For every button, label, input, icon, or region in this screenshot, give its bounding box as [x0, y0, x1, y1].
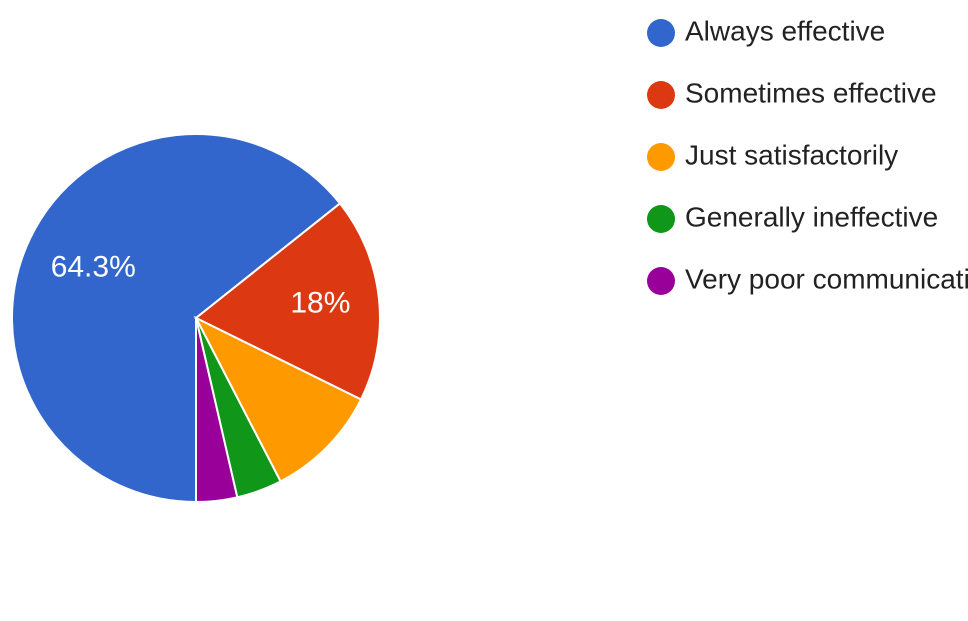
data-label-always-effective: 64.3%: [51, 250, 136, 283]
legend-label-very-poor-communication: Very poor communication: [685, 263, 968, 294]
pie-slices: [11, 133, 381, 504]
pie-slice-sometimes-effective: [194, 202, 381, 401]
legend-label-sometimes-effective: Sometimes effective: [685, 77, 937, 108]
legend-label-generally-ineffective: Generally ineffective: [685, 201, 938, 232]
pie-slice-just-satisfactorily: [193, 315, 363, 483]
pie-slice-very-poor-communication: [195, 317, 239, 504]
chart-legend: Always effective Sometimes effective Just …: [647, 15, 968, 295]
legend-label-always-effective: Always effective: [685, 15, 885, 46]
legend-marker-always-effective: [647, 19, 675, 47]
pie-data-labels: 64.3% 18%: [51, 250, 351, 319]
legend-label-just-satisfactorily: Just satisfactorily: [685, 139, 898, 170]
legend-marker-sometimes-effective: [647, 81, 675, 109]
legend-marker-very-poor-communication: [647, 267, 675, 295]
data-label-sometimes-effective: 18%: [290, 287, 350, 320]
legend-marker-just-satisfactorily: [647, 143, 675, 171]
legend-marker-generally-ineffective: [647, 205, 675, 233]
pie-slice-always-effective: [11, 133, 342, 504]
